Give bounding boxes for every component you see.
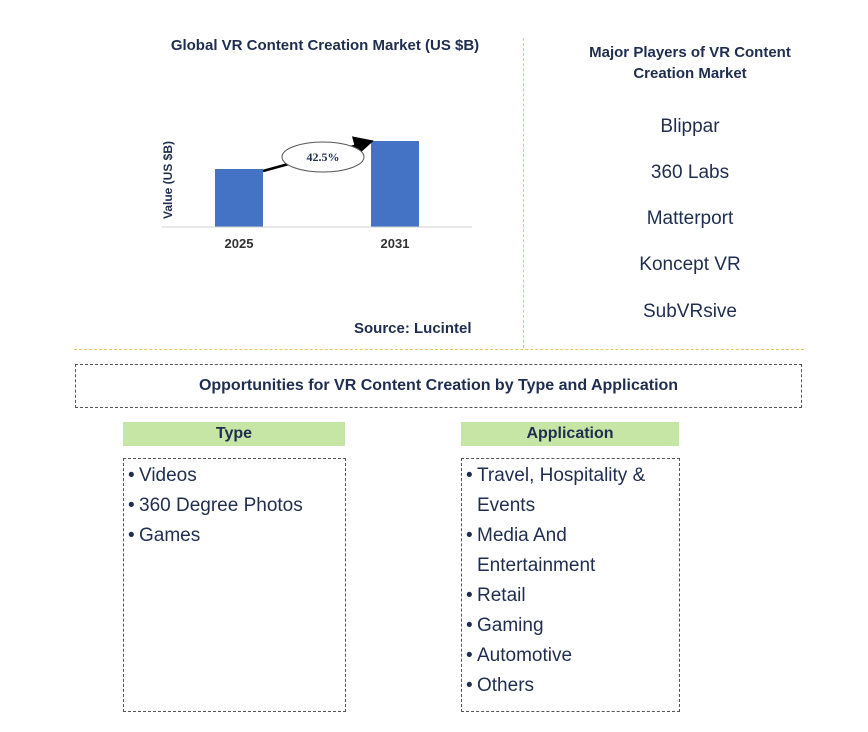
player-item: 360 Labs <box>650 162 730 183</box>
vertical-divider <box>523 38 524 348</box>
application-header-label: Application <box>526 425 614 442</box>
list-item: • Gaming <box>466 611 679 641</box>
list-item: • Retail <box>466 581 679 611</box>
bullet-icon: • <box>466 675 473 696</box>
list-item: • Videos <box>128 461 345 491</box>
bar-2031 <box>371 141 419 227</box>
y-axis-label: Value (US $B) <box>161 141 175 219</box>
bar-2025 <box>215 169 263 227</box>
opportunities-title: Opportunities for VR Content Creation by… <box>198 377 679 394</box>
opportunities-banner: Opportunities for VR Content Creation by… <box>75 364 802 408</box>
growth-annotation-label: 42.5% <box>307 150 340 164</box>
application-header: Application <box>461 422 679 446</box>
bullet-icon: • <box>128 525 135 546</box>
player-item: Koncept VR <box>639 254 741 275</box>
bullet-icon: • <box>466 525 473 546</box>
bullet-icon: • <box>466 585 473 606</box>
list-item: • Others <box>466 671 679 701</box>
horizontal-divider <box>74 349 804 350</box>
bullet-icon: • <box>466 645 473 666</box>
chart-title: Global VR Content Creation Market (US $B… <box>170 37 480 54</box>
application-list: • Travel, Hospitality & Events • Media And… <box>462 459 679 701</box>
growth-annotation-bubble <box>281 141 365 173</box>
application-list-box: • Travel, Hospitality & Events • Media And… <box>461 458 680 712</box>
list-item: • Media And Entertainment <box>466 521 679 581</box>
bar-chart: Value (US $B) 2025 2031 42.5% <box>161 136 472 251</box>
bullet-icon: • <box>128 495 135 516</box>
list-item: • 360 Degree Photos <box>128 491 345 521</box>
source-label: Source: Lucintel <box>354 320 472 337</box>
type-header-label: Type <box>215 425 253 442</box>
player-item: SubVRsive <box>643 301 737 322</box>
player-item: Blippar <box>660 116 720 137</box>
players-title: Major Players of VR Content Creation Mar… <box>589 44 791 82</box>
bullet-icon: • <box>128 465 135 486</box>
x-tick-label: 2031 <box>381 236 410 251</box>
type-list: • Videos • 360 Degree Photos • Games <box>124 459 345 551</box>
list-item: • Travel, Hospitality & Events <box>466 461 679 521</box>
list-item: • Automotive <box>466 641 679 671</box>
x-tick-label: 2025 <box>225 236 254 251</box>
type-list-box: • Videos • 360 Degree Photos • Games <box>123 458 346 712</box>
type-header: Type <box>123 422 345 446</box>
list-item: • Games <box>128 521 345 551</box>
player-item: Matterport <box>646 208 734 229</box>
bullet-icon: • <box>466 615 473 636</box>
bullet-icon: • <box>466 465 473 486</box>
